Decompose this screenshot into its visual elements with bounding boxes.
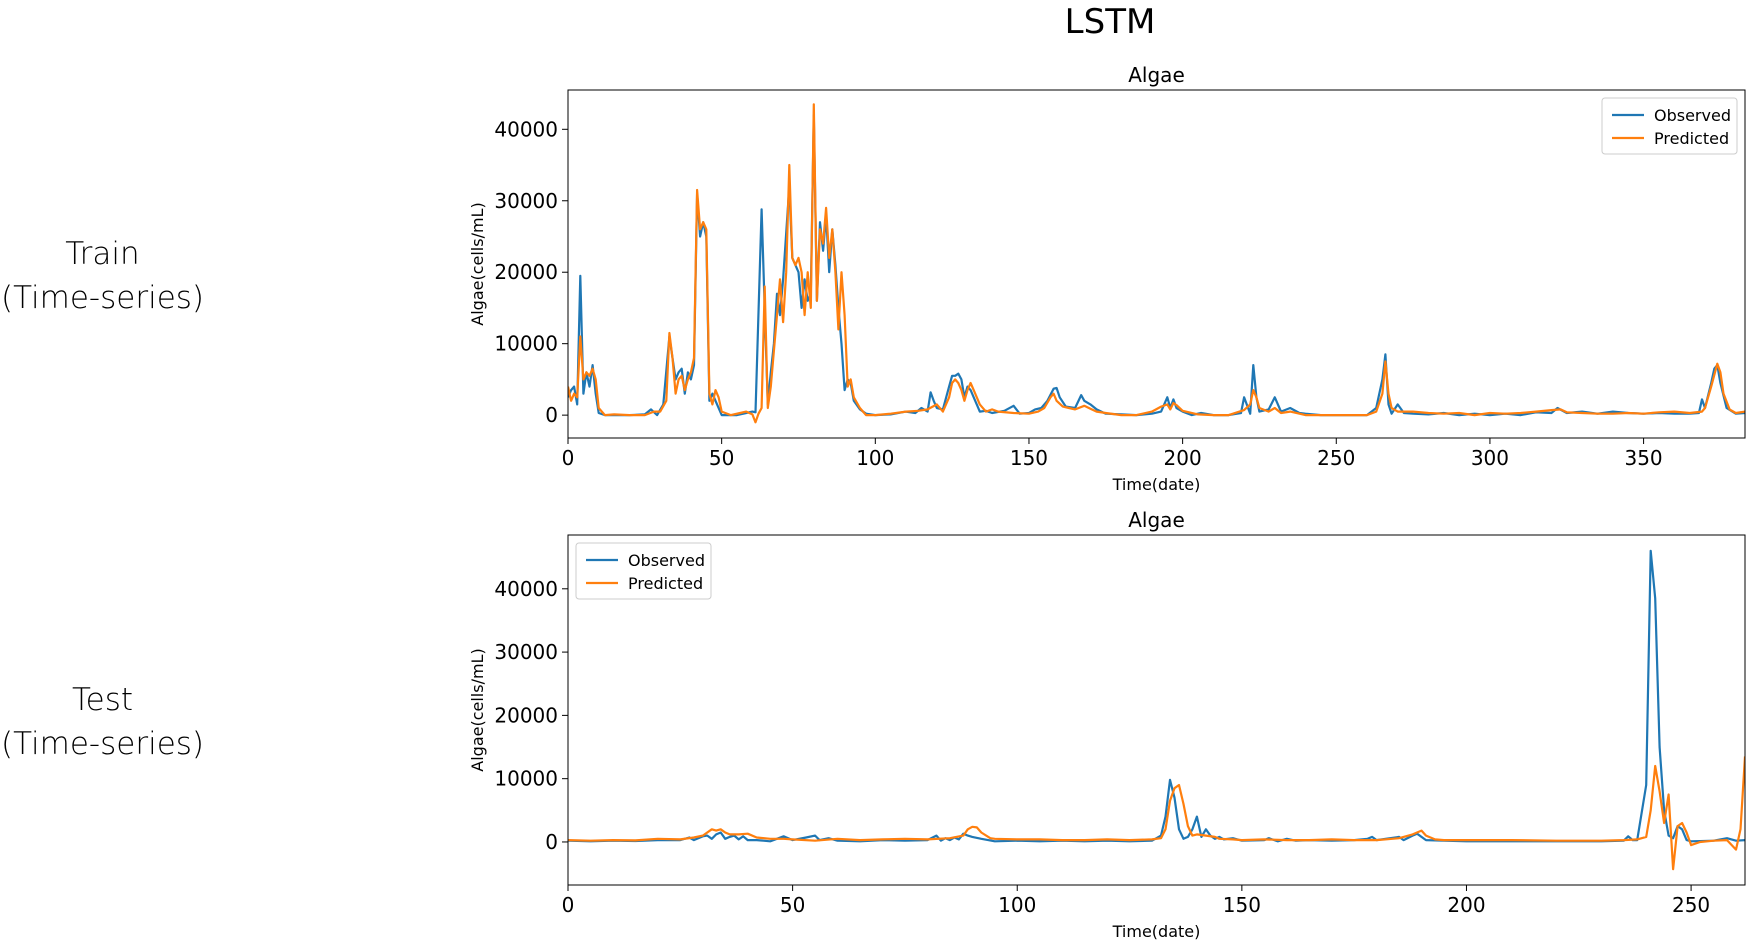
y-tick-label: 40000	[494, 117, 558, 141]
row-label-line2: (Time-series)	[0, 726, 205, 762]
plot-frame	[567, 534, 1746, 886]
y-tick-label: 10000	[494, 767, 558, 791]
x-tick-label: 0	[562, 446, 575, 470]
chart-0: Algae 0 50 100 150 200 250 300 350 0 10000 20000 300…	[468, 63, 1746, 494]
chart-title: Algae	[1128, 508, 1185, 532]
x-axis-label: Time(date)	[1112, 922, 1201, 941]
legend-label-observed: Observed	[628, 551, 705, 570]
row-label-line2: (Time-series)	[0, 280, 205, 316]
x-tick-label: 50	[709, 446, 734, 470]
y-tick-label: 30000	[494, 189, 558, 213]
y-tick-label: 30000	[494, 640, 558, 664]
x-tick-label: 50	[780, 893, 805, 917]
x-tick-label: 250	[1317, 446, 1355, 470]
legend-label-observed: Observed	[1654, 106, 1731, 125]
chart-title: Algae	[1128, 63, 1185, 87]
x-tick-label: 0	[562, 893, 575, 917]
x-tick-label: 250	[1672, 893, 1710, 917]
page-title: LSTM	[1064, 2, 1156, 42]
x-tick-label: 300	[1471, 446, 1509, 470]
row-label-line1: Test	[71, 682, 134, 718]
legend: Observed Predicted	[575, 542, 712, 600]
series-line-observed	[568, 113, 1745, 417]
row-label-train: Train (Time-series)	[0, 232, 205, 320]
legend-box	[1601, 97, 1738, 155]
x-tick-label: 200	[1447, 893, 1485, 917]
series-line-observed	[568, 549, 1745, 843]
x-tick-label: 150	[1010, 446, 1048, 470]
chart-1: Algae 0 50 100 150 200 250 0 10000 20000 30000 4000…	[468, 508, 1746, 941]
series-line-predicted	[568, 756, 1745, 871]
y-tick-label: 20000	[494, 260, 558, 284]
x-tick-label: 150	[1223, 893, 1261, 917]
x-tick-label: 100	[998, 893, 1036, 917]
y-axis-label: Algae(cells/mL)	[468, 202, 487, 325]
y-tick-label: 40000	[494, 577, 558, 601]
y-tick-label: 0	[545, 403, 558, 427]
x-tick-label: 100	[856, 446, 894, 470]
row-label-line1: Train	[65, 236, 140, 272]
x-tick-label: 200	[1164, 446, 1202, 470]
x-axis-label: Time(date)	[1112, 475, 1201, 494]
plot-frame	[567, 89, 1746, 439]
x-tick-label: 350	[1624, 446, 1662, 470]
y-tick-label: 10000	[494, 332, 558, 356]
legend: Observed Predicted	[1601, 97, 1738, 155]
y-tick-label: 0	[545, 830, 558, 854]
series-line-predicted	[568, 103, 1745, 424]
y-axis-label: Algae(cells/mL)	[468, 648, 487, 771]
legend-box	[575, 542, 712, 600]
y-tick-label: 20000	[494, 703, 558, 727]
legend-label-predicted: Predicted	[1654, 129, 1729, 148]
row-label-test: Test (Time-series)	[0, 678, 205, 766]
legend-label-predicted: Predicted	[628, 574, 703, 593]
